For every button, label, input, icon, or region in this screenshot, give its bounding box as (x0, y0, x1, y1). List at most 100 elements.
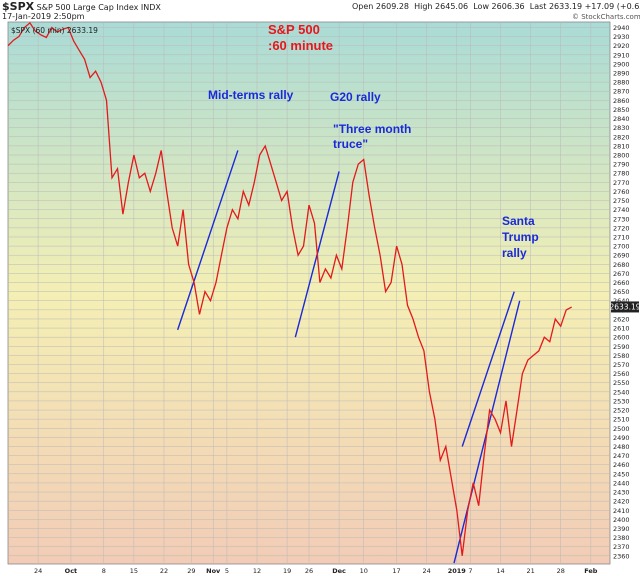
y-tick-label: 2480 (613, 443, 630, 451)
series-legend: $SPX (60 min) 2633.19 (11, 26, 98, 35)
index-name: S&P 500 Large Cap Index (36, 3, 139, 12)
trendline-1 (176, 150, 239, 331)
x-tick-label: 24 (423, 567, 431, 575)
chart-subtitle: :60 minute (268, 38, 334, 53)
y-tick-label: 2930 (613, 33, 630, 41)
x-tick-label: Oct (65, 567, 78, 575)
x-tick-label: Nov (206, 567, 221, 575)
rally-label: rally (502, 246, 527, 260)
y-tick-label: 2690 (613, 252, 630, 260)
y-tick-label: 2360 (613, 552, 630, 560)
x-tick-label: Dec (332, 567, 346, 575)
x-tick-label: 12 (253, 567, 261, 575)
y-tick-label: 2380 (613, 534, 630, 542)
y-tick-label: 2530 (613, 397, 630, 405)
x-tick-label: 21 (527, 567, 535, 575)
last-value-marker: 2633.19 (609, 301, 640, 313)
y-tick-label: 2740 (613, 206, 630, 214)
grid (8, 22, 610, 564)
high-label: High (414, 2, 433, 11)
y-tick-label: 2880 (613, 79, 630, 87)
y-tick-label: 2800 (613, 151, 630, 159)
x-tick-label: 8 (102, 567, 106, 575)
truce-label: "Three month truce" (333, 122, 412, 151)
y-tick-label: 2940 (613, 24, 630, 32)
chart-header: $SPX S&P 500 Large Cap Index INDX 17-Jan… (0, 0, 640, 22)
y-tick-label: 2620 (613, 315, 630, 323)
y-tick-label: 2870 (613, 88, 630, 96)
chart-title: S&P 500 (268, 22, 320, 37)
y-tick-label: 2520 (613, 407, 630, 415)
y-tick-label: 2810 (613, 142, 630, 150)
last-value-tag: 2633.19 (609, 302, 640, 311)
midterms-rally-label: Mid-terms rally (208, 88, 294, 102)
y-tick-label: 2830 (613, 124, 630, 132)
y-tick-label: 2460 (613, 461, 630, 469)
y-tick-label: 2760 (613, 188, 630, 196)
y-tick-label: 2780 (613, 170, 630, 178)
x-tick-label: 22 (160, 567, 168, 575)
y-tick-label: 2410 (613, 507, 630, 515)
y-tick-label: 2710 (613, 233, 630, 241)
last-value: 2633.19 (548, 2, 583, 11)
y-tick-label: 2400 (613, 516, 630, 524)
x-tick-label: 2019 (448, 567, 467, 575)
y-tick-label: 2470 (613, 452, 630, 460)
y-tick-label: 2440 (613, 479, 630, 487)
y-tick-label: 2680 (613, 261, 630, 269)
x-tick-label: 15 (130, 567, 138, 575)
y-tick-label: 2570 (613, 361, 630, 369)
y-tick-label: 2820 (613, 133, 630, 141)
y-tick-label: 2890 (613, 70, 630, 78)
low-value: 2606.36 (491, 2, 525, 11)
y-tick-label: 2510 (613, 416, 630, 424)
x-tick-label: 26 (305, 567, 313, 575)
open-value: 2609.28 (375, 2, 410, 11)
y-tick-label: 2730 (613, 215, 630, 223)
y-tick-label: 2600 (613, 334, 630, 342)
y-tick-label: 2920 (613, 42, 630, 50)
y-tick-label: 2640 (613, 297, 630, 305)
high-value: 2645.06 (435, 2, 469, 11)
y-tick-label: 2660 (613, 279, 630, 287)
exchange-label: INDX (140, 3, 161, 12)
x-tick-label: 28 (557, 567, 565, 575)
x-tick-label: 7 (468, 567, 472, 575)
y-tick-label: 2700 (613, 243, 630, 251)
y-tick-label: 2910 (613, 51, 630, 59)
x-tick-label: 29 (187, 567, 195, 575)
x-tick-label: 10 (360, 567, 368, 575)
y-tick-label: 2850 (613, 106, 630, 114)
y-tick-label: 2500 (613, 425, 630, 433)
y-tick-label: 2550 (613, 379, 630, 387)
y-tick-label: 2560 (613, 370, 630, 378)
y-tick-label: 2590 (613, 343, 630, 351)
y-tick-label: 2840 (613, 115, 630, 123)
last-label: Last (529, 2, 547, 11)
y-tick-label: 2720 (613, 224, 630, 232)
open-label: Open (352, 2, 374, 11)
y-tick-label: 2420 (613, 498, 630, 506)
change-value: +17.09 (+0.65%) (584, 2, 640, 11)
y-tick-label: 2860 (613, 97, 630, 105)
y-tick-label: 2540 (613, 388, 630, 396)
x-tick-label: 24 (34, 567, 42, 575)
y-tick-label: 2750 (613, 197, 630, 205)
y-tick-label: 2770 (613, 179, 630, 187)
x-tick-label: Feb (584, 567, 598, 575)
y-tick-label: 2390 (613, 525, 630, 533)
low-label: Low (473, 2, 489, 11)
x-tick-label: 5 (225, 567, 229, 575)
y-tick-label: 2430 (613, 489, 630, 497)
trump-label: Trump (502, 230, 539, 244)
y-tick-label: 2790 (613, 161, 630, 169)
santa-label: Santa (502, 214, 535, 228)
y-tick-label: 2650 (613, 288, 630, 296)
y-tick-label: 2670 (613, 270, 630, 278)
y-tick-label: 2450 (613, 470, 630, 478)
x-tick-label: 14 (496, 567, 504, 575)
x-axis: 24 Oct 8 15 22 29 Nov 5 12 19 26 Dec 10 17 24 2019 7 14 21… (34, 567, 598, 575)
y-tick-label: 2580 (613, 352, 630, 360)
